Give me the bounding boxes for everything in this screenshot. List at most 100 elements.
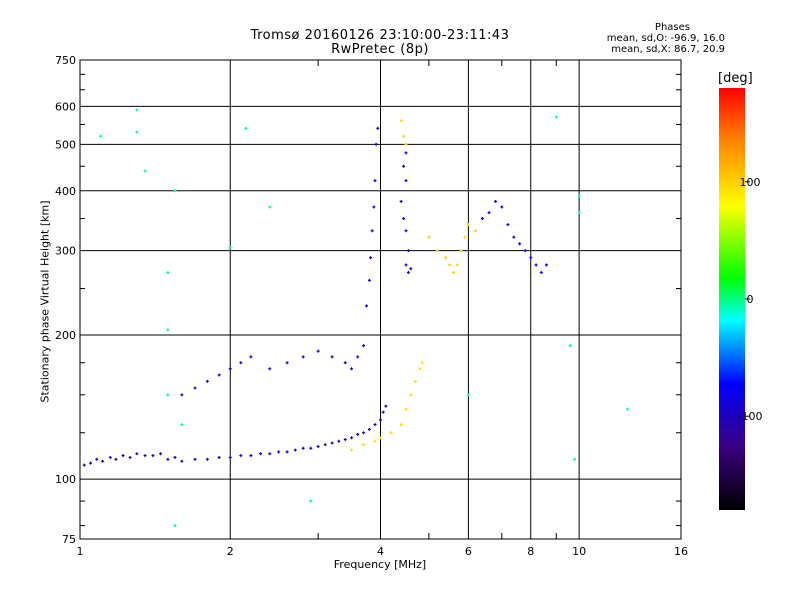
- grid: [80, 60, 681, 539]
- scatter-point: [435, 249, 439, 253]
- scatter-point: [173, 455, 177, 459]
- scatter-point: [205, 379, 209, 383]
- y-tick-label: 200: [55, 329, 76, 342]
- colorbar-ticks: 100 0 -100: [738, 176, 763, 423]
- scatter-point: [451, 271, 455, 275]
- scatter-point: [406, 271, 410, 275]
- scatter-point: [466, 393, 470, 397]
- colorbar-tick-label: 0: [747, 293, 754, 306]
- scatter-point: [193, 457, 197, 461]
- scatter-point: [166, 393, 170, 397]
- scatter-point: [330, 441, 334, 445]
- scatter-point: [343, 438, 347, 442]
- scatter-point: [350, 367, 354, 371]
- scatter-point: [459, 249, 463, 253]
- scatter-point: [494, 199, 498, 203]
- x-axis-label: Frequency [MHz]: [333, 558, 427, 571]
- scatter-point: [399, 423, 403, 427]
- scatter-point: [463, 235, 467, 239]
- scatter-point: [362, 443, 366, 447]
- scatter-point: [625, 407, 629, 411]
- scatter-point: [277, 450, 281, 454]
- scatter-point: [379, 418, 382, 422]
- scatter-point: [143, 454, 147, 458]
- scatter-point: [121, 454, 125, 458]
- scatter-point: [193, 386, 197, 390]
- scatter-point: [444, 256, 448, 260]
- scatter-point: [228, 245, 232, 249]
- scatter-point: [518, 242, 522, 246]
- scatter-point: [404, 407, 408, 411]
- scatter-point: [409, 393, 413, 397]
- scatter-point: [173, 524, 177, 528]
- scatter-point: [166, 328, 170, 332]
- scatter-point: [114, 457, 118, 461]
- scatter-point: [367, 278, 371, 282]
- scatter-point: [413, 379, 417, 383]
- scatter-point: [166, 457, 170, 461]
- colorbar-tick-label: -100: [738, 410, 763, 423]
- scatter-point: [573, 457, 577, 461]
- scatter-point: [577, 194, 581, 198]
- scatter-point: [143, 169, 147, 173]
- scatter-point: [577, 211, 581, 215]
- scatter-point: [448, 263, 452, 267]
- scatter-point: [404, 263, 408, 267]
- y-tick-label: 750: [55, 54, 76, 67]
- scatter-point: [523, 249, 527, 253]
- scatter-point: [95, 457, 99, 461]
- scatter-point: [500, 205, 504, 209]
- y-tick-label: 75: [62, 533, 76, 546]
- scatter-point: [239, 454, 243, 458]
- scatter-point: [337, 439, 341, 443]
- scatter-point: [406, 249, 410, 253]
- scatter-point: [404, 229, 408, 233]
- scatter-point: [362, 431, 366, 435]
- scatter-point: [268, 205, 272, 209]
- scatter-point: [356, 355, 360, 359]
- scatter-point: [89, 461, 93, 465]
- scatter-point: [309, 499, 313, 503]
- scatter-point: [369, 256, 373, 260]
- scatter-point: [166, 271, 170, 275]
- x-tick-label: 2: [227, 545, 234, 558]
- y-tick-label: 600: [55, 100, 76, 113]
- scatter-point: [173, 189, 177, 193]
- scatter-point: [534, 263, 538, 267]
- scatter-point: [554, 115, 558, 119]
- scatter-point: [151, 454, 155, 458]
- scatter-point: [420, 361, 424, 365]
- scatter-point: [427, 235, 431, 239]
- scatter-point: [135, 108, 139, 112]
- y-tick-label: 300: [55, 245, 76, 258]
- scatter-point: [418, 367, 422, 371]
- scatter-point: [506, 223, 510, 227]
- y-tick-label: 500: [55, 138, 76, 151]
- scatter-point: [455, 263, 459, 267]
- scatter-point: [244, 126, 248, 130]
- scatter-point: [343, 361, 347, 365]
- scatter-point: [404, 142, 408, 146]
- scatter-point: [285, 361, 289, 365]
- y-tick-label: 400: [55, 185, 76, 198]
- stats-o-mode: mean, sd,O: -96.9, 16.0: [606, 33, 725, 44]
- scatter-point: [372, 205, 376, 209]
- scatter-point: [350, 448, 354, 452]
- stats-header: Phases: [654, 22, 690, 33]
- x-tick-label: 4: [377, 545, 384, 558]
- x-tick-label: 1: [77, 545, 84, 558]
- scatter-point: [205, 457, 209, 461]
- scatter-point: [228, 455, 232, 459]
- x-tick-label: 10: [572, 545, 586, 558]
- scatter-point: [268, 367, 272, 371]
- scatter-point: [159, 452, 163, 456]
- scatter-point: [529, 256, 533, 260]
- plot-frame: [79, 59, 682, 540]
- scatter-point: [316, 349, 320, 353]
- scatter-point: [309, 446, 313, 450]
- scatter-point: [373, 179, 377, 183]
- scatter-point: [249, 355, 253, 359]
- scatter-point: [473, 229, 477, 233]
